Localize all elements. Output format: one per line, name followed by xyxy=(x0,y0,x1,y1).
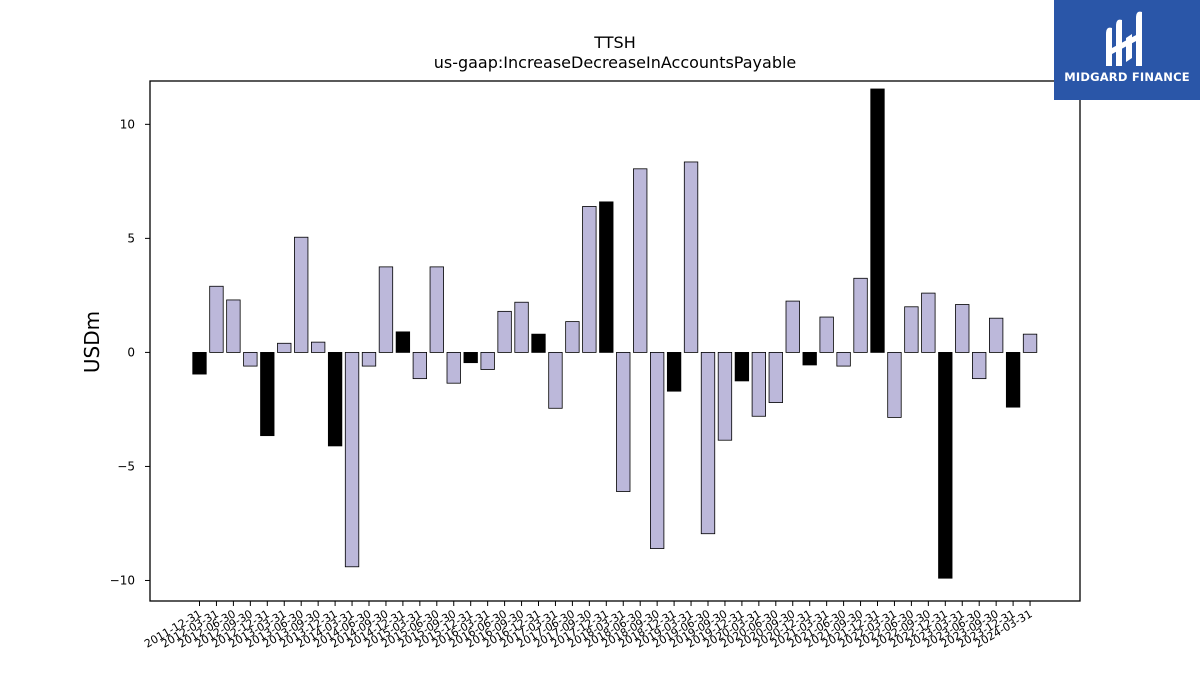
bar-2012-06-30 xyxy=(226,299,241,353)
chart-title: TTSH xyxy=(593,33,635,52)
bar-2018-12-31 xyxy=(666,352,682,392)
bar-2014-12-31 xyxy=(395,331,411,353)
plot-frame xyxy=(149,80,1081,602)
bar-2015-03-31 xyxy=(412,352,428,380)
bar-2019-06-30 xyxy=(700,352,716,535)
bar-2020-03-31 xyxy=(751,352,766,417)
bar-2021-06-30 xyxy=(836,352,851,367)
bar-2023-03-31 xyxy=(955,304,970,353)
bar-2021-12-31 xyxy=(870,88,885,353)
bar-2019-03-31 xyxy=(683,161,699,353)
bar-2013-09-30 xyxy=(310,341,326,353)
bar-2020-12-31 xyxy=(802,352,817,366)
bar-2012-09-30 xyxy=(243,352,258,367)
bar-2015-06-30 xyxy=(429,266,444,353)
bar-2019-12-31 xyxy=(734,352,750,382)
y-tick-label: −10 xyxy=(110,573,135,587)
bar-2023-06-30 xyxy=(972,352,987,380)
bar-2020-09-30 xyxy=(785,300,800,353)
bar-2017-06-30 xyxy=(565,321,580,353)
bar-2022-06-30 xyxy=(904,306,919,353)
bar-2016-12-31 xyxy=(531,333,546,353)
y-axis-label: USDm xyxy=(80,311,104,373)
y-axis-ticks: 10 5 0 −5 −10 xyxy=(110,117,150,587)
y-tick-label: 0 xyxy=(127,345,135,359)
bar-2014-06-30 xyxy=(361,352,377,367)
bar-2014-03-31 xyxy=(344,352,360,568)
bar-2015-09-30 xyxy=(446,352,461,384)
bar-2015-12-31 xyxy=(463,352,478,364)
bar-2017-03-31 xyxy=(548,352,563,409)
bar-2016-09-30 xyxy=(514,301,529,353)
bar-2022-12-31 xyxy=(938,352,953,579)
y-tick-label: 5 xyxy=(127,231,135,245)
bar-2013-12-31 xyxy=(327,352,343,447)
chart-subtitle: us-gaap:IncreaseDecreaseInAccountsPayabl… xyxy=(434,53,797,72)
bar-2020-06-30 xyxy=(768,352,783,403)
bar-2012-03-31 xyxy=(209,285,224,353)
bar-2017-09-30 xyxy=(582,206,597,353)
bar-2016-03-31 xyxy=(480,352,495,370)
bar-2014-09-30 xyxy=(378,266,394,353)
midgard-logo-mark-icon xyxy=(1106,11,1142,67)
bar-2011-12-31 xyxy=(192,352,207,375)
bar-2021-09-30 xyxy=(853,277,868,353)
bar-2022-03-31 xyxy=(887,352,902,418)
bar-2023-12-31 xyxy=(1005,352,1021,408)
bar-2013-06-30 xyxy=(294,236,309,353)
bars-group xyxy=(192,88,1038,579)
bar-2021-03-31 xyxy=(819,316,834,353)
y-tick-label: 10 xyxy=(120,117,135,131)
bar-2018-03-31 xyxy=(616,352,631,492)
bar-2023-09-30 xyxy=(989,317,1004,353)
y-tick-label: −5 xyxy=(117,459,135,473)
x-axis-ticks: 2011-12-312012-03-312012-06-302012-09-30… xyxy=(142,601,1035,651)
bar-2019-09-30 xyxy=(717,352,733,441)
bar-2018-09-30 xyxy=(650,352,665,549)
bar-2012-12-31 xyxy=(260,352,275,437)
bar-2018-06-30 xyxy=(633,168,648,353)
logo-text: MIDGARD FINANCE xyxy=(1064,70,1190,84)
midgard-finance-logo: MIDGARD FINANCE xyxy=(1054,0,1200,100)
bar-2013-03-31 xyxy=(277,342,292,353)
bar-2016-06-30 xyxy=(497,310,512,353)
bar-2022-09-30 xyxy=(921,292,936,353)
bar-2024-03-31 xyxy=(1022,333,1038,353)
bar-2017-12-31 xyxy=(599,201,614,353)
